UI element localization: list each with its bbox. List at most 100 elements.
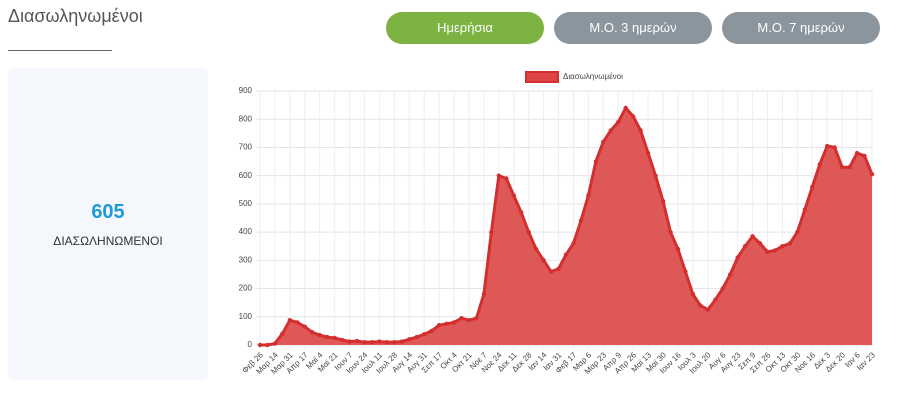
point [556,266,561,271]
point [847,165,852,170]
daily-button[interactable]: Ημερήσια [386,12,544,44]
stat-label: ΔΙΑΣΩΛΗΝΩΜΕΝΟΙ [53,234,163,248]
point [354,338,360,344]
point [683,269,688,274]
point [548,269,554,274]
point [802,207,808,212]
point [839,165,845,170]
point [496,173,502,178]
point [854,150,860,156]
point [817,162,822,167]
point [810,184,815,190]
y-tick-label: 100 [239,312,253,321]
avg3-button[interactable]: Μ.Ο. 3 ημερών [554,12,712,44]
point [638,128,643,133]
point [563,252,569,257]
point [623,105,628,111]
point [690,292,696,297]
y-tick-label: 400 [239,227,253,236]
point [265,342,270,348]
point [705,307,711,312]
point [519,210,524,215]
point [795,229,800,235]
point [466,317,472,323]
point [414,334,419,340]
point [377,339,382,344]
point [742,244,748,249]
point [608,128,613,133]
point [713,297,718,303]
point [272,341,278,346]
point [317,332,322,338]
page-title: Διασωληνωμένοι [8,6,143,26]
point [257,342,263,348]
point [339,337,345,343]
stat-card: 605 ΔΙΑΣΩΛΗΝΩΜΕΝΟΙ [8,68,208,380]
point [727,272,733,277]
point [489,229,494,235]
point [698,303,703,308]
point [780,244,785,249]
point [526,229,531,235]
title-underline [8,50,112,51]
point [399,339,405,344]
point [332,335,337,341]
point [653,173,658,178]
y-tick-label: 900 [239,86,253,95]
point [675,246,681,252]
point [362,339,367,345]
point [429,328,434,334]
y-tick-label: 600 [239,171,253,180]
stat-value: 605 [91,201,125,223]
point [436,323,442,328]
point [369,339,375,345]
point [668,229,673,235]
point [862,153,867,159]
point [586,193,591,198]
area [260,107,872,345]
point [593,159,599,164]
point [616,119,621,125]
y-tick-label: 300 [239,255,253,264]
y-tick-label: 200 [239,284,253,293]
point [533,246,539,252]
point [869,172,875,177]
point [765,249,770,255]
point [601,139,606,144]
point [825,143,830,149]
point [310,330,315,335]
point [280,331,285,336]
y-tick-label: 0 [248,340,253,349]
point [407,337,412,342]
point [772,248,778,253]
point [645,150,651,156]
point [832,145,837,150]
point [578,218,584,224]
point [421,332,427,337]
point [541,258,546,263]
point [481,292,487,297]
y-tick-label: 500 [239,199,253,208]
point [287,317,293,323]
point [504,176,509,181]
point [720,286,725,291]
point [735,255,740,260]
point [324,334,330,340]
y-tick-label: 700 [239,143,253,152]
point [459,315,464,321]
point [451,320,457,325]
point [750,234,755,239]
point [295,320,300,325]
point [571,241,576,246]
legend-swatch [525,71,559,83]
point [787,241,793,246]
point [757,241,763,246]
point [444,321,449,327]
point [474,315,479,321]
point [347,339,352,344]
y-tick-label: 800 [239,114,253,123]
avg7-button[interactable]: Μ.Ο. 7 ημερών [722,12,880,44]
point [511,193,516,198]
